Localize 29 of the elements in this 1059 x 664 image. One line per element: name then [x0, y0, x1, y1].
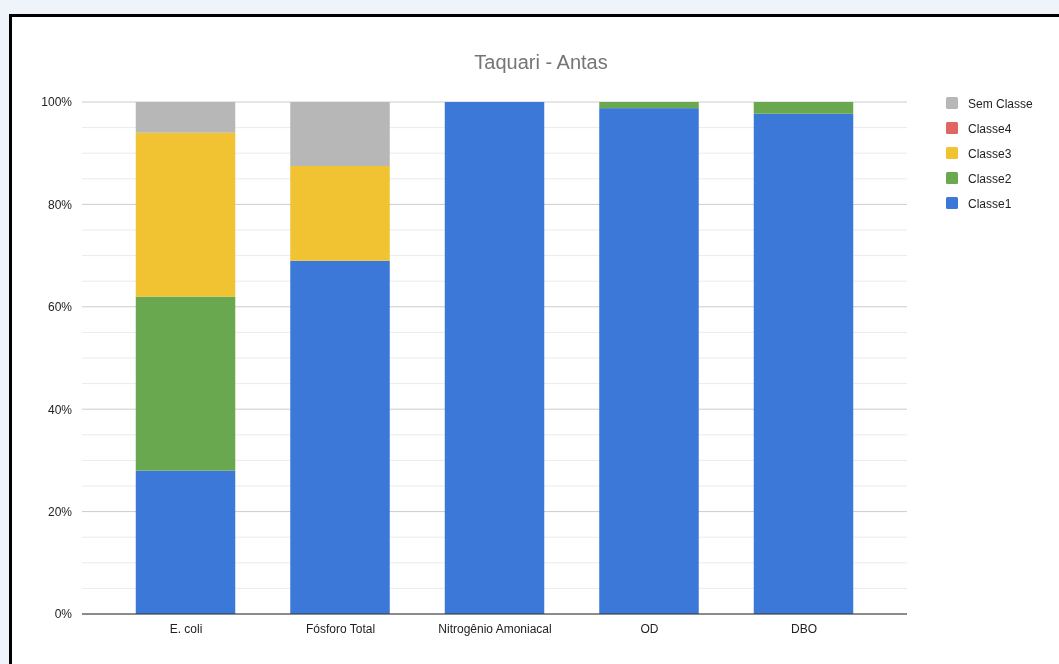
bar — [290, 260, 390, 614]
legend-label: Classe1 — [968, 196, 1012, 211]
bar — [444, 102, 545, 614]
x-tick-label: Nitrogênio Amoniacal — [438, 621, 552, 636]
bar — [599, 102, 699, 109]
y-tick-label: 80% — [47, 197, 73, 212]
bar — [290, 102, 390, 166]
bar — [290, 166, 390, 261]
y-tick-label: 60% — [47, 300, 73, 315]
bar — [753, 113, 854, 614]
y-tick-label: 20% — [47, 504, 73, 519]
x-tick-label: Fósforo Total — [305, 621, 376, 636]
y-tick-label: 40% — [47, 402, 73, 417]
x-tick-label: E. coli — [169, 621, 203, 636]
bar — [135, 132, 236, 297]
x-tick-label: OD — [640, 621, 659, 636]
bar — [599, 108, 699, 614]
bar — [135, 470, 236, 614]
legend-label: Classe4 — [968, 121, 1012, 136]
y-tick-label: 0% — [54, 607, 73, 622]
legend-label: Classe3 — [968, 146, 1012, 161]
x-tick-label: DBO — [790, 621, 817, 636]
bar — [135, 102, 236, 133]
bar — [753, 102, 854, 114]
legend-label: Classe2 — [968, 171, 1012, 186]
legend-label: Sem Classe — [968, 96, 1034, 111]
bar — [135, 296, 236, 471]
chart-title: Taquari - Antas — [474, 51, 608, 73]
y-tick-label: 100% — [41, 95, 73, 110]
